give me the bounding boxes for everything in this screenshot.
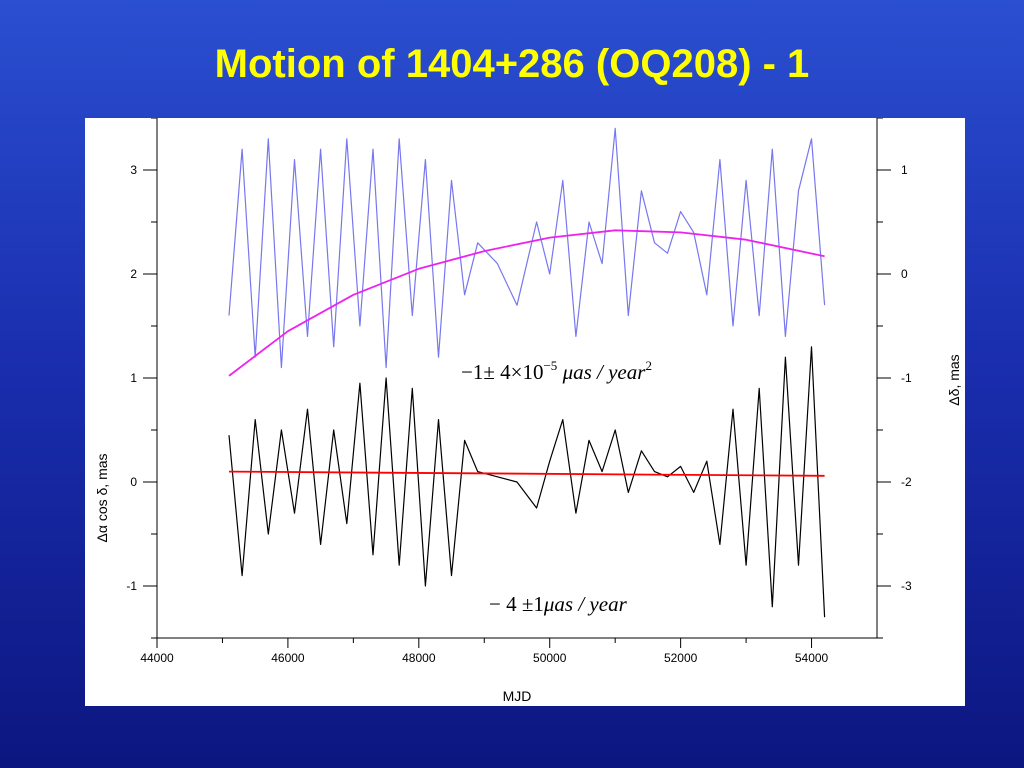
y-left-tick-label: 2 [130, 267, 137, 281]
y-left-tick-label: 0 [130, 475, 137, 489]
x-tick-label: 48000 [402, 651, 436, 665]
x-tick-label: 50000 [533, 651, 567, 665]
accel-exp: −5 [543, 358, 557, 373]
ra-series-line [228, 346, 826, 618]
y-axis-label-right: Δδ, mas [946, 354, 962, 405]
y-left-tick-label: 3 [130, 163, 137, 177]
x-tick-label: 46000 [271, 651, 305, 665]
axes: 44000 46000 48000 50000 52000 54000 -1 0 1 2 3 -3 -2… [126, 118, 912, 665]
y-right-tick-label: 1 [901, 163, 908, 177]
dec-series-line [228, 127, 826, 369]
y-right-tick-label: 0 [901, 267, 908, 281]
labels: MJD Δα cos δ, mas Δδ, mas [94, 354, 962, 704]
x-tick-label: 54000 [795, 651, 829, 665]
page-title: Motion of 1404+286 (OQ208) - 1 [214, 42, 810, 86]
y-right-tick-label: -3 [901, 579, 912, 593]
chart-panel: 44000 46000 48000 50000 52000 54000 -1 0 1 2 3 -3 -2… [85, 118, 965, 706]
accel-coef: −1± 4×10 [461, 360, 543, 384]
dec-fit-line [228, 229, 825, 377]
x-axis-label: MJD [503, 688, 532, 704]
rate-annotation: − 4 ±1μas / year [489, 592, 628, 616]
y-right-tick-label: -1 [901, 371, 912, 385]
svg-text:−1± 4×10−5 μas / year2: −1± 4×10−5 μas / year2 [461, 358, 652, 384]
y-left-tick-label: 1 [130, 371, 137, 385]
svg-text:− 4 ±1μas / year: − 4 ±1μas / year [489, 592, 628, 616]
acceleration-annotation: −1± 4×10−5 μas / year2 [461, 358, 652, 384]
accel-unit: μas / year [557, 360, 646, 384]
rate-unit: μas / year [543, 592, 628, 616]
y-axis-label-left: Δα cos δ, mas [94, 453, 110, 542]
x-tick-label: 52000 [664, 651, 698, 665]
rate-coef: − 4 ±1 [489, 592, 544, 616]
x-tick-label: 44000 [140, 651, 174, 665]
y-left-tick-label: -1 [126, 579, 137, 593]
y-right-tick-label: -2 [901, 475, 912, 489]
series-layer [228, 127, 826, 618]
accel-exp2: 2 [645, 358, 652, 373]
motion-chart: 44000 46000 48000 50000 52000 54000 -1 0 1 2 3 -3 -2… [94, 118, 962, 704]
ra-fit-line [228, 470, 825, 477]
